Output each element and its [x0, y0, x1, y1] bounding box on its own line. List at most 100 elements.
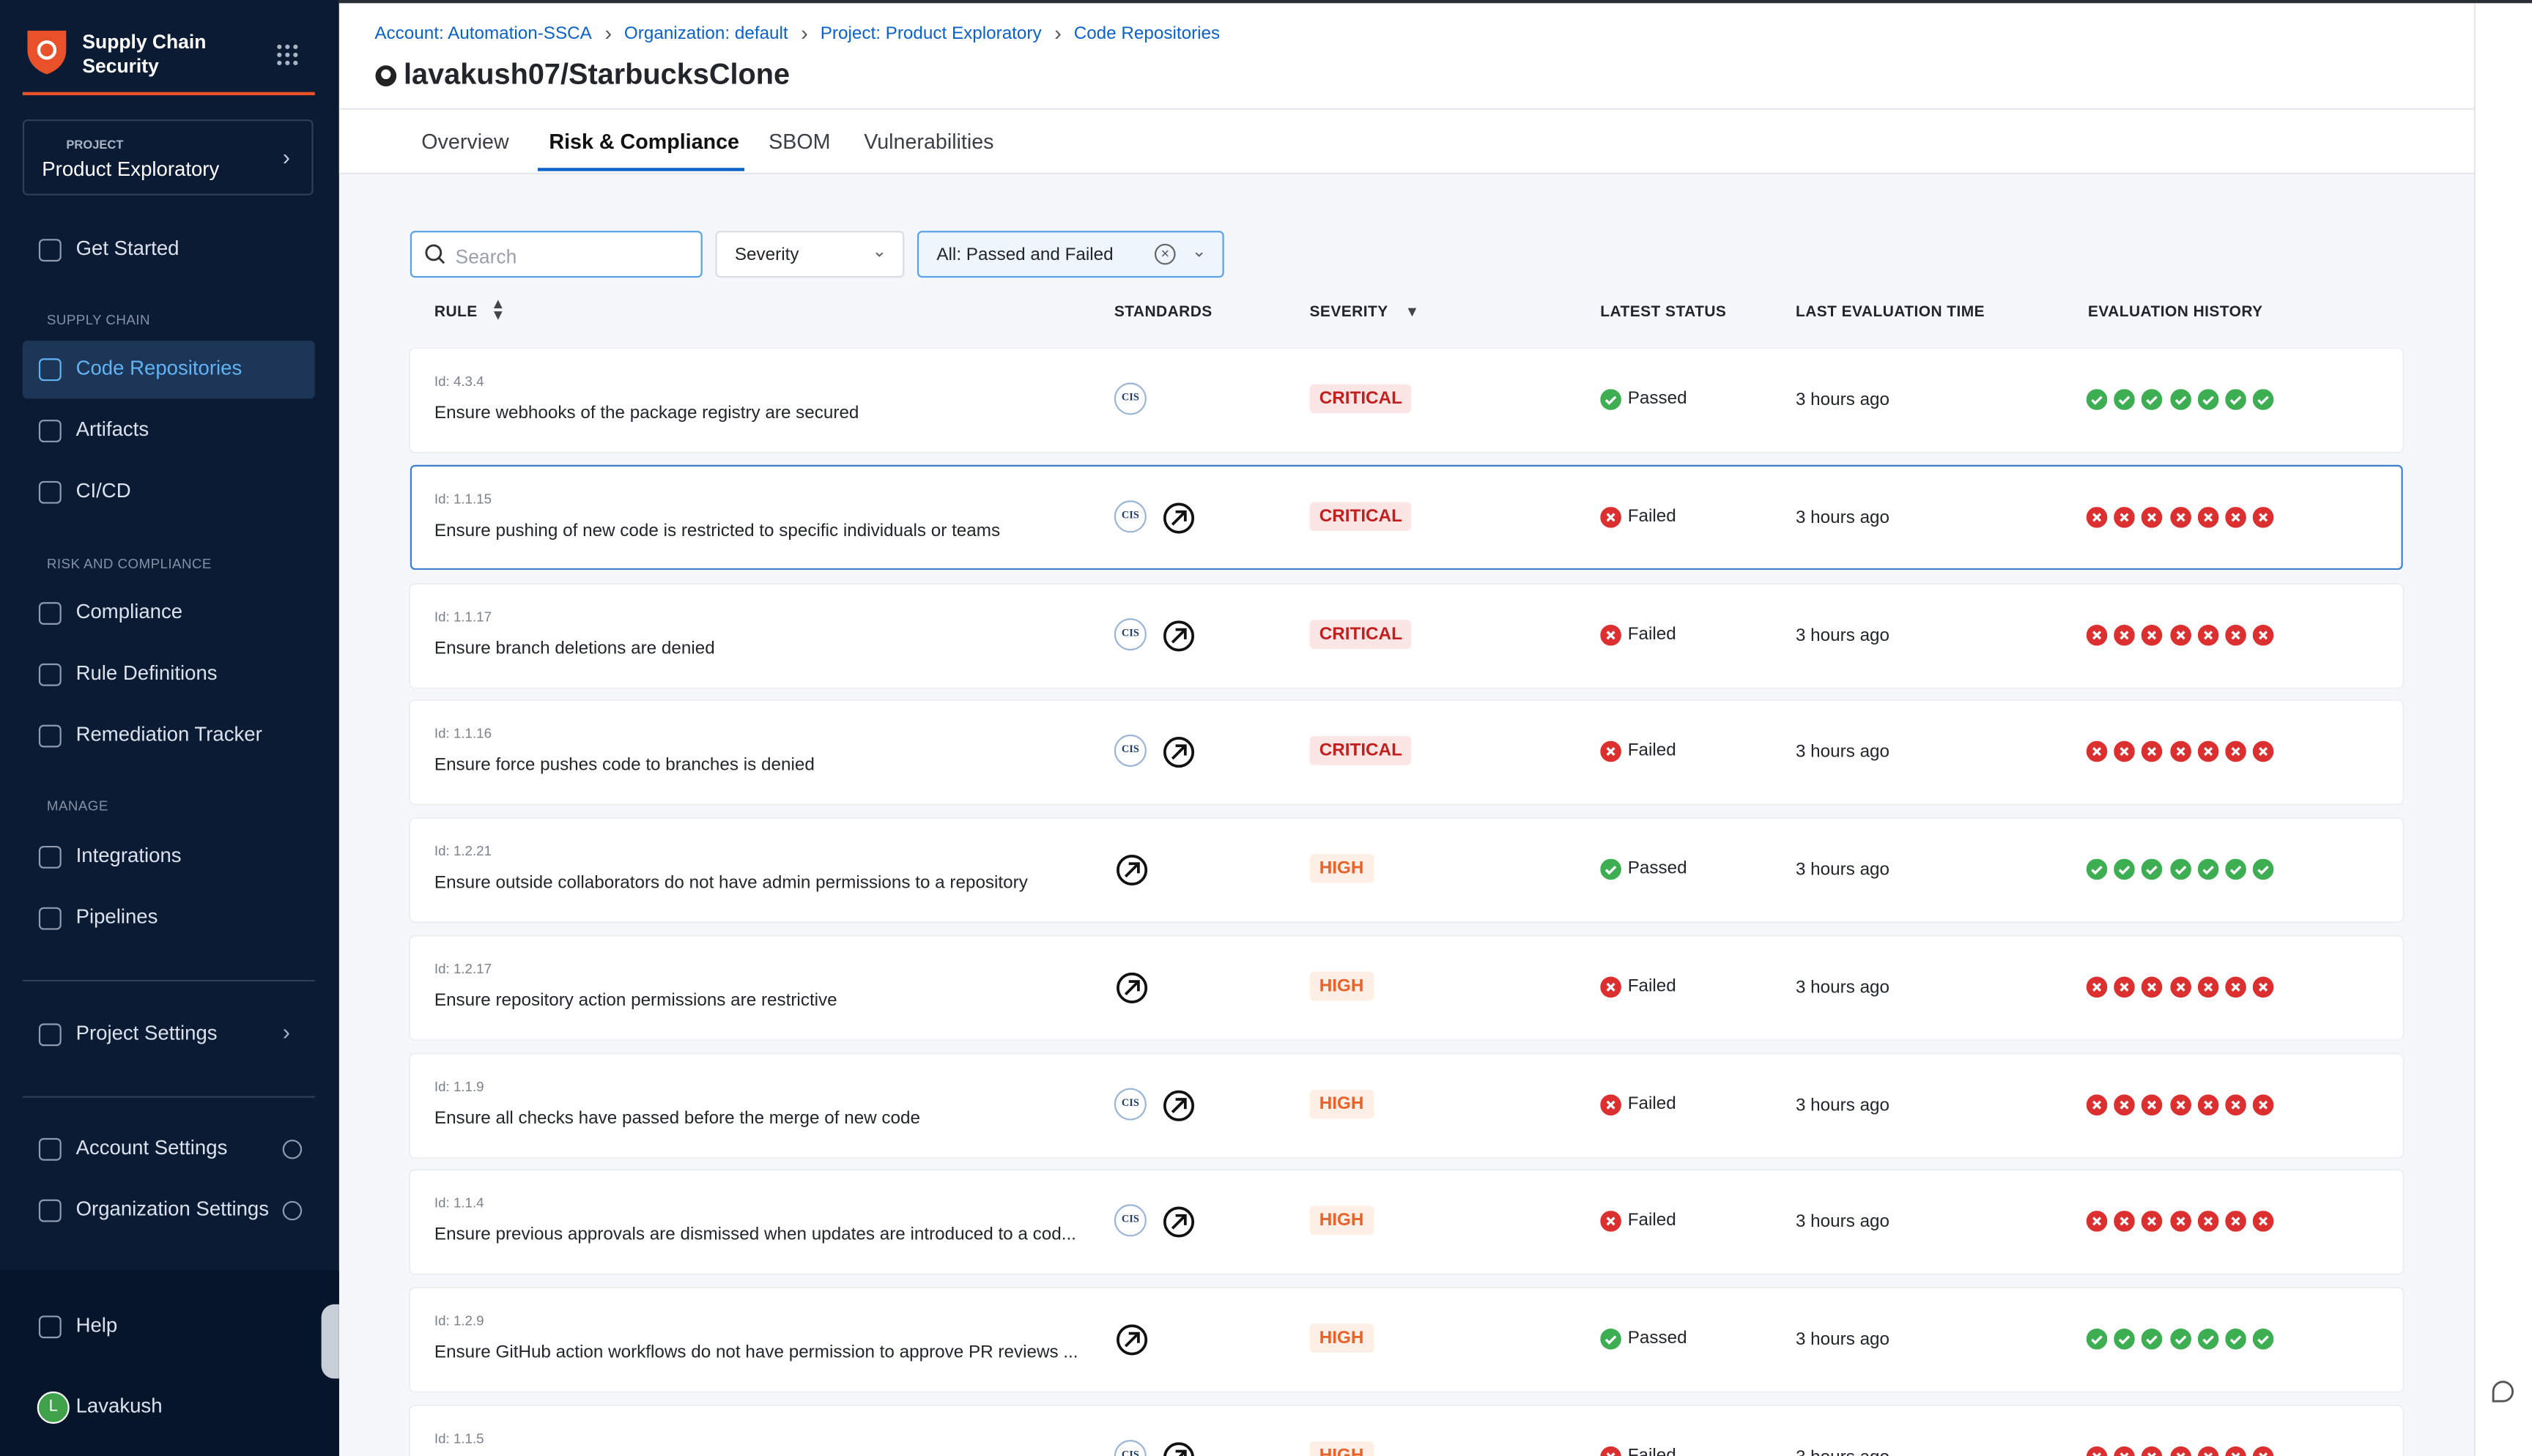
search-icon: [425, 244, 446, 273]
history-icon: [2142, 624, 2163, 653]
history-icon: [2114, 624, 2136, 653]
history-icon: [2225, 1211, 2246, 1241]
status-text: Failed: [1628, 976, 1676, 995]
nav-item[interactable]: CI/CD: [76, 480, 131, 502]
status-icon-svg: [1600, 976, 1621, 998]
history-icon: [2114, 859, 2136, 888]
nav-item[interactable]: Code Repositories: [76, 357, 243, 379]
history-icon: [2197, 741, 2218, 770]
nav-icon: [39, 420, 62, 442]
nav-item[interactable]: Get Started: [76, 237, 179, 260]
history-icon-svg: [2114, 976, 2136, 998]
history-icon-svg: [2114, 1446, 2136, 1456]
nav-item[interactable]: Remediation Tracker: [76, 723, 262, 746]
history-icon: [2087, 1329, 2108, 1358]
severity-badge: HIGH: [1310, 854, 1374, 883]
nav-item[interactable]: Pipelines: [76, 906, 158, 929]
chevron: ›: [283, 144, 290, 169]
evaluation-time: 3 hours ago: [1796, 508, 1889, 527]
severity-badge: CRITICAL: [1310, 737, 1413, 766]
nav-item[interactable]: Artifacts: [76, 418, 149, 441]
history-icon-svg: [2197, 859, 2218, 880]
history-icon: [2253, 976, 2274, 1006]
status-icon: [1600, 1446, 1621, 1456]
history-icon: [2169, 741, 2191, 770]
apps-icon-svg: [276, 44, 300, 68]
clear-icon[interactable]: ×: [1155, 244, 1176, 265]
history-icon: [2225, 389, 2246, 418]
history-icon-svg: [2087, 1329, 2108, 1350]
history-icon: [2169, 1329, 2191, 1358]
history-icon: [2142, 389, 2163, 418]
apps-icon: [276, 44, 300, 76]
history-icon: [2114, 389, 2136, 418]
history-icon: [2225, 507, 2246, 536]
status-icon-svg: [1600, 741, 1621, 762]
nav-item[interactable]: Organization Settings: [76, 1197, 269, 1220]
github-icon-svg: [374, 64, 397, 87]
history-icon-svg: [2142, 1446, 2163, 1456]
history-icon-svg: [2225, 389, 2246, 410]
status-text: Passed: [1628, 1329, 1687, 1348]
history-icon-svg: [2225, 1211, 2246, 1233]
nav-item[interactable]: Account Settings: [76, 1137, 228, 1159]
nav-divider: [23, 980, 315, 981]
search-input[interactable]: Search: [410, 231, 703, 278]
rule-id: Id: 1.1.16: [434, 725, 492, 741]
tab[interactable]: SBOM: [769, 129, 830, 153]
tab[interactable]: Overview: [421, 129, 508, 153]
history-icon-svg: [2253, 1329, 2274, 1350]
column-header: STANDARDS: [1114, 303, 1213, 321]
history-icon: [2169, 976, 2191, 1006]
status-text: Passed: [1628, 389, 1687, 408]
history-icon-svg: [2197, 976, 2218, 998]
rule-name: Ensure all checks have passed before the…: [434, 1108, 920, 1127]
status-text: Failed: [1628, 624, 1676, 643]
severity-badge: HIGH: [1310, 971, 1374, 1000]
history-icon: [2169, 1446, 2191, 1456]
nav-item[interactable]: Help: [76, 1314, 118, 1337]
nav-item[interactable]: Lavakush: [76, 1394, 163, 1417]
nav-item[interactable]: Integrations: [76, 844, 182, 867]
severity-dropdown[interactable]: Severity⌄: [715, 231, 904, 278]
nav-item[interactable]: Compliance: [76, 601, 183, 623]
history-icon-svg: [2225, 1446, 2246, 1456]
history-icon-svg: [2197, 1446, 2218, 1456]
column-header[interactable]: SEVERITY: [1310, 303, 1388, 321]
rule-id: Id: 1.2.21: [434, 843, 492, 859]
ossf-badge-svg: [1163, 1441, 1195, 1456]
rule-id: Id: 4.3.4: [434, 373, 484, 389]
breadcrumb[interactable]: Organization: default: [624, 24, 788, 43]
brand-underline: [23, 92, 315, 95]
column-header[interactable]: RULE: [434, 303, 478, 321]
severity-badge: HIGH: [1310, 1441, 1374, 1456]
history-icon-svg: [2169, 1093, 2191, 1115]
sidebar: Supply ChainSecurityPROJECTProduct Explo…: [0, 0, 339, 1456]
ossf-badge: [1163, 619, 1195, 659]
history-icon: [2225, 1329, 2246, 1358]
history-icon-svg: [2087, 1446, 2108, 1456]
tab[interactable]: Risk & Compliance: [549, 129, 739, 153]
breadcrumb[interactable]: Code Repositories: [1074, 24, 1220, 43]
nav-item[interactable]: Rule Definitions: [76, 662, 218, 685]
history-icon: [2197, 507, 2218, 536]
history-icon-svg: [2114, 389, 2136, 410]
nav-icon: [39, 846, 62, 869]
project-selector[interactable]: PROJECTProduct Exploratory›: [23, 119, 314, 196]
avatar: L: [37, 1392, 70, 1424]
evaluation-time: 3 hours ago: [1796, 625, 1889, 645]
breadcrumb[interactable]: Project: Product Exploratory: [821, 24, 1042, 43]
breadcrumb[interactable]: Account: Automation-SSCA: [374, 24, 591, 43]
ossf-badge: [1163, 1089, 1195, 1129]
status-text: Failed: [1628, 741, 1676, 760]
collapse-handle: [322, 1304, 339, 1378]
severity-badge: HIGH: [1310, 1323, 1374, 1353]
status-dropdown[interactable]: All: Passed and Failed×⌄: [917, 231, 1224, 278]
chat-icon[interactable]: [2489, 1377, 2518, 1406]
rule-name: Ensure previous approvals are dismissed …: [434, 1225, 1076, 1244]
tab[interactable]: Vulnerabilities: [864, 129, 993, 153]
history-icon-svg: [2253, 1211, 2274, 1233]
severity-badge: CRITICAL: [1310, 619, 1413, 648]
nav-item[interactable]: Project Settings: [76, 1022, 218, 1044]
breadcrumb-sep: ›: [801, 21, 808, 45]
